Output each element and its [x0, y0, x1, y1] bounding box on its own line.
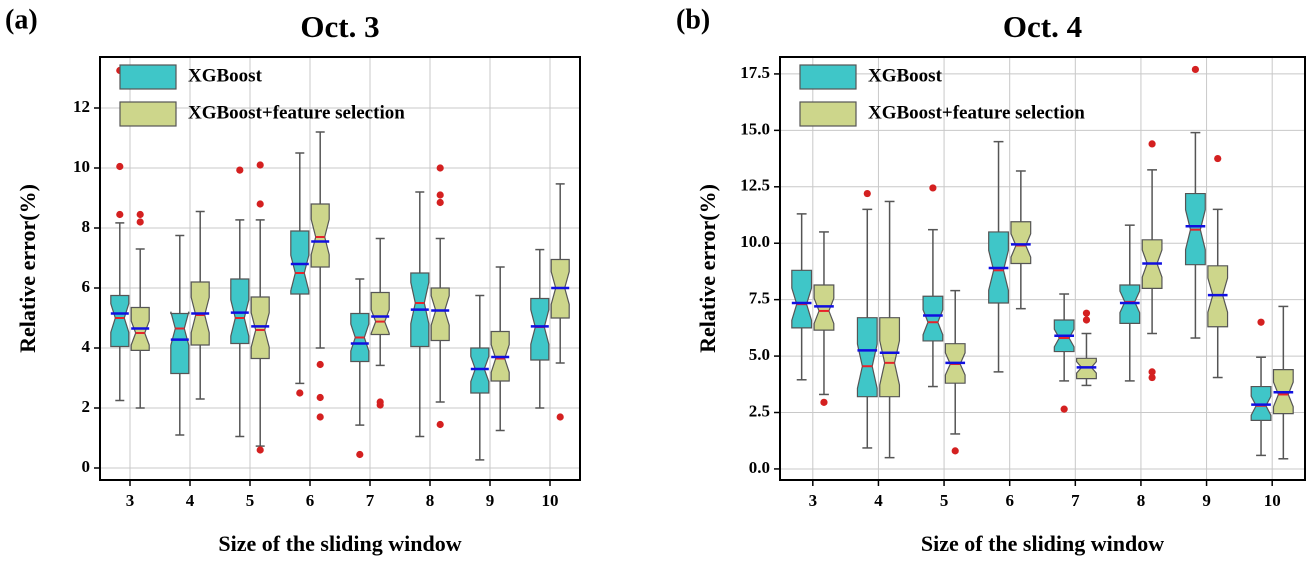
outlier: [863, 189, 871, 198]
box: [856, 317, 878, 398]
panel-label: (a): [5, 4, 38, 35]
y-tick-label: 0: [82, 457, 91, 476]
outlier: [1148, 373, 1156, 382]
outlier: [116, 210, 124, 219]
outlier: [436, 420, 444, 429]
outlier: [376, 401, 384, 409]
y-tick-label: 2.5: [749, 401, 770, 420]
y-tick-label: 2: [82, 397, 91, 416]
box: [879, 317, 901, 398]
outlier: [316, 393, 324, 402]
y-tick-label: 10.0: [740, 232, 770, 251]
x-tick-label: 10: [1264, 491, 1281, 510]
legend-label: XGBoost+feature selection: [188, 102, 405, 123]
x-tick-label: 3: [809, 491, 818, 510]
x-tick-label: 4: [186, 491, 195, 510]
subplot: (b) Oct. 4 Size of the sliding window Relat…: [676, 4, 1306, 556]
y-axis-label: Relative error(%): [15, 184, 40, 353]
outlier: [1082, 316, 1091, 324]
box: [370, 291, 390, 336]
outlier: [256, 200, 264, 208]
y-tick-label: 7.5: [749, 289, 770, 308]
axes-frame: [99, 56, 581, 481]
y-tick-label: 12.5: [740, 176, 770, 195]
outlier: [1191, 65, 1200, 74]
y-tick-label: 10: [73, 157, 90, 176]
box: [170, 311, 190, 375]
x-tick-label: 8: [1137, 491, 1146, 510]
outlier: [1148, 140, 1156, 148]
outlier: [296, 389, 304, 397]
outlier: [256, 446, 264, 454]
x-tick-label: 7: [1071, 491, 1080, 510]
box: [110, 294, 130, 348]
y-tick-label: 5.0: [749, 345, 770, 364]
y-tick-label: 0.0: [749, 458, 770, 477]
outlier: [236, 166, 244, 174]
x-tick-label: 4: [874, 491, 883, 510]
x-tick-label: 3: [126, 491, 135, 510]
y-axis-label: Relative error(%): [695, 184, 720, 353]
y-tick-label: 6: [82, 277, 91, 296]
outlier: [820, 398, 828, 406]
box: [290, 230, 310, 295]
x-axis-label: Size of the sliding window: [218, 531, 461, 556]
x-tick-label: 10: [542, 491, 559, 510]
outlier: [1257, 318, 1265, 326]
y-tick-label: 15.0: [740, 119, 770, 138]
legend-swatch: [119, 64, 177, 90]
x-tick-label: 6: [1005, 491, 1014, 510]
y-tick-label: 17.5: [740, 63, 770, 82]
x-tick-label: 5: [940, 491, 949, 510]
box: [791, 269, 813, 329]
x-tick-label: 6: [306, 491, 315, 510]
outlier: [316, 413, 324, 421]
chart-title: Oct. 3: [300, 9, 379, 44]
panel-label: (b): [676, 4, 710, 35]
x-tick-label: 9: [486, 491, 495, 510]
legend-label: XGBoost: [868, 65, 943, 86]
x-tick-label: 7: [366, 491, 375, 510]
legend-label: XGBoost+feature selection: [868, 102, 1085, 123]
outlier: [1082, 309, 1091, 317]
outlier: [136, 210, 144, 219]
legend-swatch: [799, 101, 857, 127]
y-tick-label: 8: [82, 217, 91, 236]
box: [530, 297, 550, 361]
outlier: [951, 447, 959, 455]
box: [430, 287, 450, 342]
legend-swatch: [119, 101, 177, 127]
outlier: [356, 450, 364, 459]
outlier: [556, 413, 564, 421]
x-tick-label: 5: [246, 491, 255, 510]
outlier: [136, 218, 144, 226]
outlier: [436, 191, 444, 199]
outlier: [1148, 368, 1156, 376]
box: [310, 203, 330, 268]
x-axis-label: Size of the sliding window: [921, 531, 1164, 556]
outlier: [316, 360, 324, 369]
outlier: [929, 184, 937, 192]
x-tick-label: 9: [1202, 491, 1211, 510]
y-tick-label: 4: [82, 337, 91, 356]
outlier: [256, 161, 264, 169]
box: [922, 295, 944, 342]
box: [1010, 221, 1032, 265]
box: [250, 296, 270, 360]
y-tick-label: 12: [73, 97, 90, 116]
outlier: [1060, 405, 1068, 413]
outlier: [436, 164, 444, 172]
box: [230, 278, 250, 345]
outlier: [116, 162, 124, 171]
outlier: [436, 198, 444, 207]
axes-frame: [779, 56, 1306, 481]
subplot: (a) Oct. 3 Size of the sliding window Relat…: [5, 4, 581, 556]
legend-label: XGBoost: [188, 65, 263, 86]
outlier: [1214, 154, 1222, 163]
box: [470, 347, 490, 394]
chart-title: Oct. 4: [1003, 9, 1082, 44]
legend-swatch: [799, 64, 857, 90]
x-tick-label: 8: [426, 491, 435, 510]
